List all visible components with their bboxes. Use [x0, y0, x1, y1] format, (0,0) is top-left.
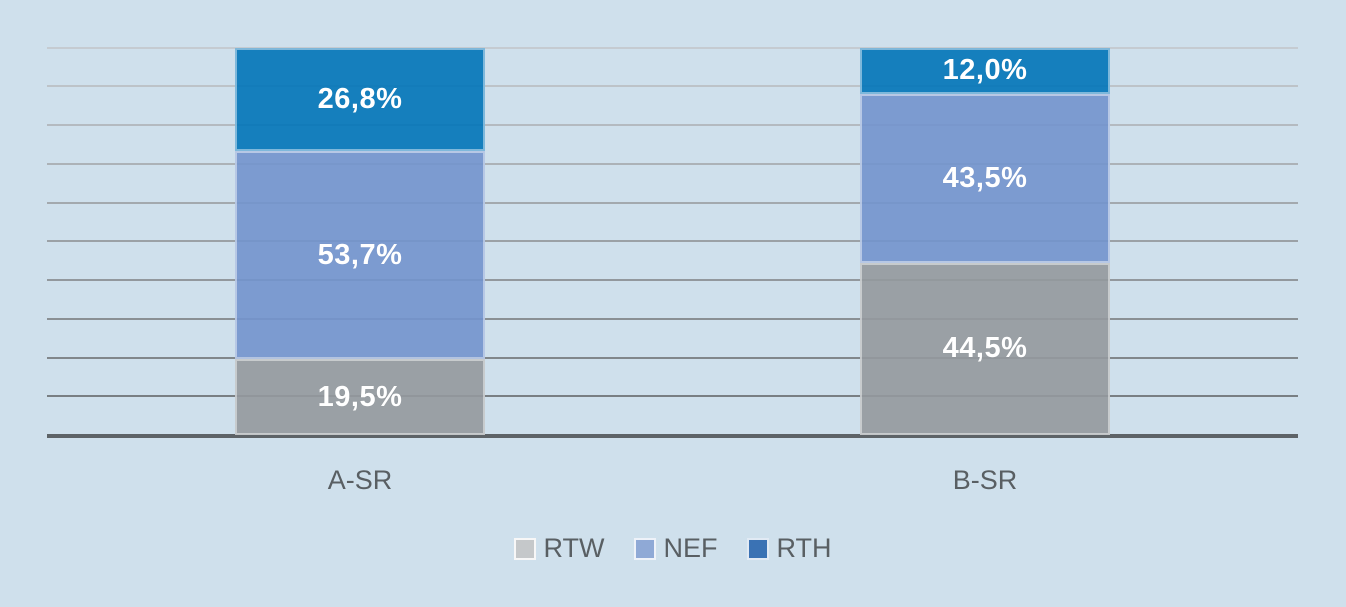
value-label-b-sr-rtw: 44,5%	[942, 332, 1028, 365]
legend-item-rtw: RTW	[514, 533, 604, 564]
category-label-a-sr: A-SR	[327, 465, 393, 495]
value-label-b-sr-nef: 43,5%	[942, 161, 1028, 194]
bar-a-sr-segment-nef	[235, 151, 485, 360]
gridline	[47, 162, 1298, 165]
bar-b-sr-segment-rtw	[860, 262, 1110, 435]
gridline	[47, 124, 1298, 126]
gridline	[47, 317, 1298, 320]
legend-label-nef: NEF	[663, 533, 718, 563]
bar-b-sr-segment-nef	[860, 94, 1110, 263]
legend: RTW NEF RTH	[0, 533, 1346, 564]
gridline	[47, 395, 1298, 398]
bar-a-sr-segment-rth	[235, 47, 485, 152]
legend-swatch-rtw-icon	[514, 537, 537, 560]
bar-a-sr-segment-rtw	[235, 359, 485, 435]
gridline	[47, 240, 1298, 243]
gridline	[47, 85, 1298, 88]
legend-label-rtw: RTW	[543, 533, 605, 563]
value-label-a-sr-nef: 53,7%	[317, 238, 403, 271]
legend-swatch-nef-icon	[634, 537, 657, 560]
value-label-b-sr-rth: 12,0%	[942, 54, 1028, 87]
value-label-a-sr-rtw: 19,5%	[317, 380, 403, 413]
category-label-b-sr: B-SR	[952, 465, 1018, 495]
gridline	[47, 356, 1298, 359]
legend-swatch-rth-icon	[747, 537, 770, 560]
x-axis-line	[47, 434, 1298, 438]
legend-label-rth: RTH	[776, 533, 832, 563]
legend-item-rth: RTH	[747, 533, 832, 564]
gridline	[47, 279, 1298, 281]
value-label-a-sr-rth: 26,8%	[317, 82, 403, 115]
bar-b-sr-segment-rth	[860, 47, 1110, 94]
legend-item-nef: NEF	[634, 533, 717, 564]
gridline	[47, 201, 1298, 204]
gridline	[47, 46, 1298, 49]
